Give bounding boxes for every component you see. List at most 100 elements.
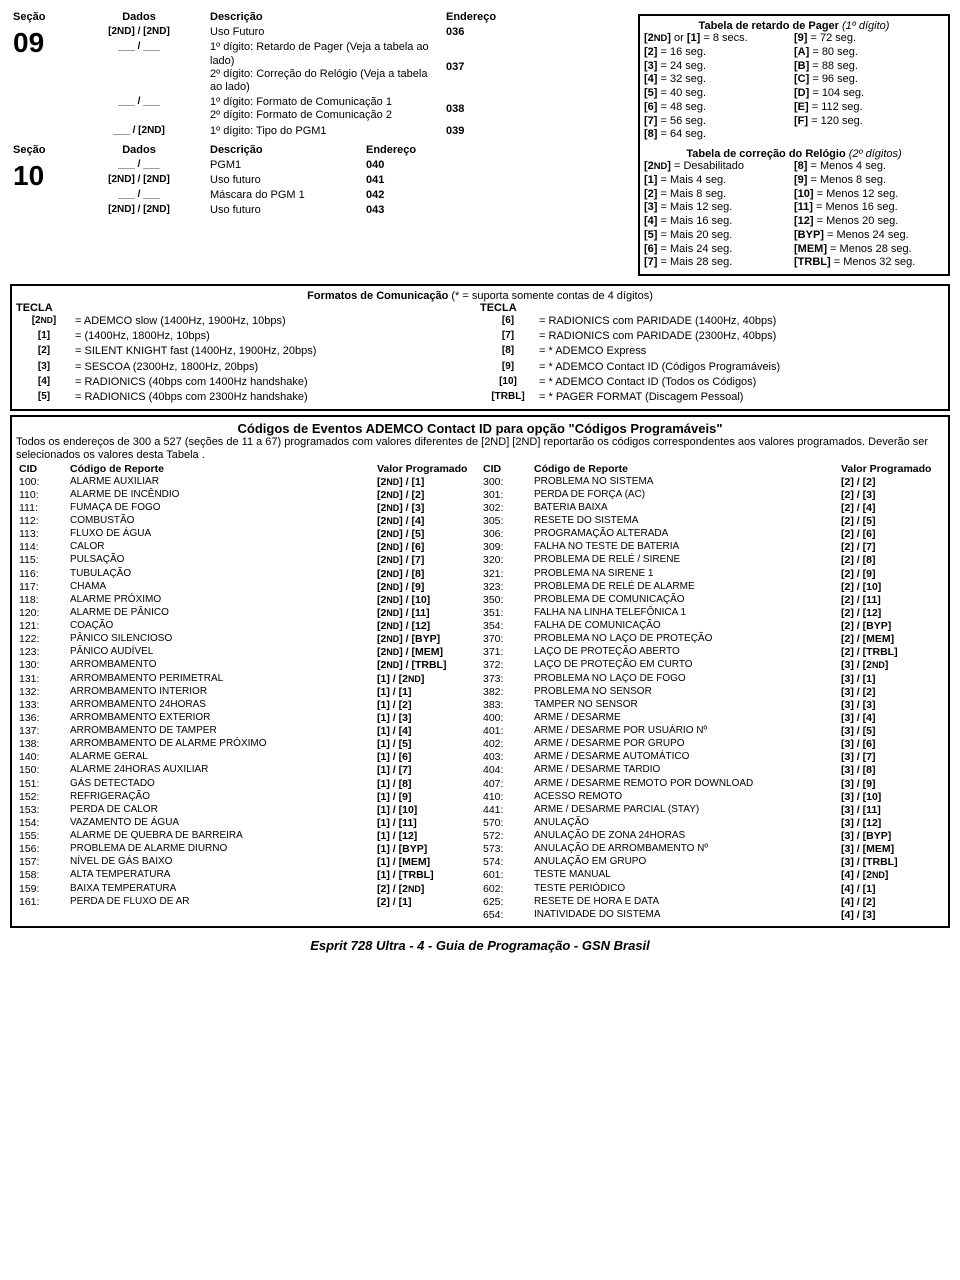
cid-row: 410:ACESSO REMOTO[3] / [10]: [480, 791, 944, 804]
cid-value: [1] / [TRBL]: [374, 869, 480, 882]
cid-report: COMBUSTÃO: [67, 515, 374, 528]
fmt-text: = SESCOA (2300Hz, 1800Hz, 20bps): [72, 360, 319, 375]
cid-code: 123:: [16, 646, 67, 659]
cid-row: 370:PROBLEMA NO LAÇO DE PROTEÇÃO[2] / [M…: [480, 633, 944, 646]
s10-r3-desc: Máscara do PGM 1: [207, 188, 363, 203]
cid-report: ALARME 24HORAS AUXILIAR: [67, 764, 374, 777]
fmt-key: [2ND]: [16, 314, 72, 329]
cid-code: 401:: [480, 725, 531, 738]
cid-code: 320:: [480, 554, 531, 567]
cid-code: 574:: [480, 856, 531, 869]
cid-row: 382:PROBLEMA NO SENSOR[3] / [2]: [480, 686, 944, 699]
cid-value: [2ND] / [1]: [374, 476, 480, 489]
fmt-row: [5]= RADIONICS (40bps com 2300Hz handsha…: [16, 390, 319, 405]
cid-row: 121:COAÇÃO[2ND] / [12]: [16, 620, 480, 633]
fmt-row: [8]= * ADEMCO Express: [480, 344, 783, 359]
cid-value: [3] / [12]: [838, 817, 944, 830]
cid-col-left: CID Código de Reporte Valor Programado 1…: [16, 463, 480, 922]
cid-code: 305:: [480, 515, 531, 528]
s10-r3-dados: ___ / ___: [71, 188, 207, 203]
cid-value: [2] / [6]: [838, 528, 944, 541]
lookup-row: [6] = Mais 24 seg.: [644, 243, 794, 257]
lookup-row: [9] = 72 seg.: [794, 32, 944, 46]
section-09-num: 09: [13, 27, 44, 58]
cid-report: GÁS DETECTADO: [67, 778, 374, 791]
cid-row: 404:ARME / DESARME TARDIO[3] / [8]: [480, 764, 944, 777]
cid-row: 601:TESTE MANUAL[4] / [2ND]: [480, 869, 944, 882]
cid-code: 625:: [480, 896, 531, 909]
cid-code: 100:: [16, 476, 67, 489]
cid-code: 117:: [16, 581, 67, 594]
cid-report: LAÇO DE PROTEÇÃO EM CURTO: [531, 659, 838, 672]
pager-title-line: Tabela de retardo de Pager (1º dígito): [644, 20, 944, 32]
s09-r3-desc: 1º dígito: Formato de Comunicação 1 2º d…: [207, 95, 443, 123]
cid-value: [2] / [7]: [838, 541, 944, 554]
cid-report: ALARME AUXILIAR: [67, 476, 374, 489]
cid-report: PÂNICO AUDÍVEL: [67, 646, 374, 659]
pager-col-right: [9] = 72 seg.[A] = 80 seg.[B] = 88 seg.[…: [794, 32, 944, 142]
fmt-row: [6]= RADIONICS com PARIDADE (1400Hz, 40b…: [480, 314, 783, 329]
cid-value: [2] / [8]: [838, 554, 944, 567]
lookup-row: [6] = 48 seg.: [644, 101, 794, 115]
cid-report: ARROMBAMENTO EXTERIOR: [67, 712, 374, 725]
cid-row: 113:FLUXO DE ÁGUA[2ND] / [5]: [16, 528, 480, 541]
cid-code: 161:: [16, 896, 67, 909]
cid-row: 320:PROBLEMA DE RELÉ / SIRENE[2] / [8]: [480, 554, 944, 567]
top-area: Seção Dados Descrição Endereço 09 [2ND] …: [10, 10, 950, 280]
fmt-text: = (1400Hz, 1800Hz, 10bps): [72, 329, 319, 344]
cid-value: [1] / [3]: [374, 712, 480, 725]
cid-code: 301:: [480, 489, 531, 502]
cid-code: 370:: [480, 633, 531, 646]
cid-value: [2] / [3]: [838, 489, 944, 502]
pager-body: [2ND] or [1] = 8 secs.[2] = 16 seg.[3] =…: [644, 32, 944, 142]
cid-value: [1] / [BYP]: [374, 843, 480, 856]
cid-row: 154:VAZAMENTO DE ÁGUA[1] / [11]: [16, 817, 480, 830]
cid-report: FLUXO DE ÁGUA: [67, 528, 374, 541]
formatos-box: Formatos de Comunicação (* = suporta som…: [10, 284, 950, 411]
fmt-text: = RADIONICS com PARIDADE (1400Hz, 40bps): [536, 314, 783, 329]
cid-report: PROBLEMA DE ALARME DIURNO: [67, 843, 374, 856]
cid-code: 140:: [16, 751, 67, 764]
cid-value: [2] / [4]: [838, 502, 944, 515]
cid-box: Códigos de Eventos ADEMCO Contact ID par…: [10, 415, 950, 928]
fmt-key: [3]: [16, 360, 72, 375]
lookup-row: [5] = 40 seg.: [644, 87, 794, 101]
s10-r2-desc: Uso futuro: [207, 173, 363, 188]
cid-row: 140:ALARME GERAL[1] / [6]: [16, 751, 480, 764]
cid-value: [2ND] / [MEM]: [374, 646, 480, 659]
cid-report: ANULAÇÃO: [531, 817, 838, 830]
cid-value: [2ND] / [7]: [374, 554, 480, 567]
fmt-row: [10]= * ADEMCO Contact ID (Todos os Códi…: [480, 375, 783, 390]
cid-row: 150:ALARME 24HORAS AUXILIAR[1] / [7]: [16, 764, 480, 777]
cid-value: [2] / [TRBL]: [838, 646, 944, 659]
cid-report: LAÇO DE PROTEÇÃO ABERTO: [531, 646, 838, 659]
fmt-hdr-r: TECLA: [480, 302, 944, 314]
cid-report: PULSAÇÃO: [67, 554, 374, 567]
cid-code: 154:: [16, 817, 67, 830]
fmt-title-line: Formatos de Comunicação (* = suporta som…: [16, 290, 944, 302]
lookup-row: [2ND] or [1] = 8 secs.: [644, 32, 794, 46]
lookup-row: [7] = 56 seg.: [644, 115, 794, 129]
cid-row: 157:NÍVEL DE GÁS BAIXO[1] / [MEM]: [16, 856, 480, 869]
cid-row: 114:CALOR[2ND] / [6]: [16, 541, 480, 554]
cid-code: 156:: [16, 843, 67, 856]
cid-report: ANULAÇÃO DE ZONA 24HORAS: [531, 830, 838, 843]
cid-report: ARME / DESARME AUTOMÁTICO: [531, 751, 838, 764]
cid-report: ALARME PRÓXIMO: [67, 594, 374, 607]
cid-value: [2ND] / [8]: [374, 568, 480, 581]
cid-row: 323:PROBLEMA DE RELÉ DE ALARME[2] / [10]: [480, 581, 944, 594]
cid-code: 302:: [480, 502, 531, 515]
lookup-row: [A] = 80 seg.: [794, 46, 944, 60]
cid-report: FALHA DE COMUNICAÇÃO: [531, 620, 838, 633]
cid-row: 153:PERDA DE CALOR[1] / [10]: [16, 804, 480, 817]
cid-report: ARME / DESARME POR USUÁRIO Nº: [531, 725, 838, 738]
s10-r2-addr: 041: [363, 173, 429, 188]
fmt-text: = * ADEMCO Contact ID (Todos os Códigos): [536, 375, 783, 390]
s10-r1-desc: PGM1: [207, 158, 363, 173]
fmt-key: [4]: [16, 375, 72, 390]
cid-code: 309:: [480, 541, 531, 554]
cid-row: 306:PROGRAMAÇÃO ALTERADA[2] / [6]: [480, 528, 944, 541]
cid-report: ARROMBAMENTO PERIMETRAL: [67, 673, 374, 686]
hdr-dados: Dados: [71, 10, 207, 25]
cid-code: 111:: [16, 502, 67, 515]
